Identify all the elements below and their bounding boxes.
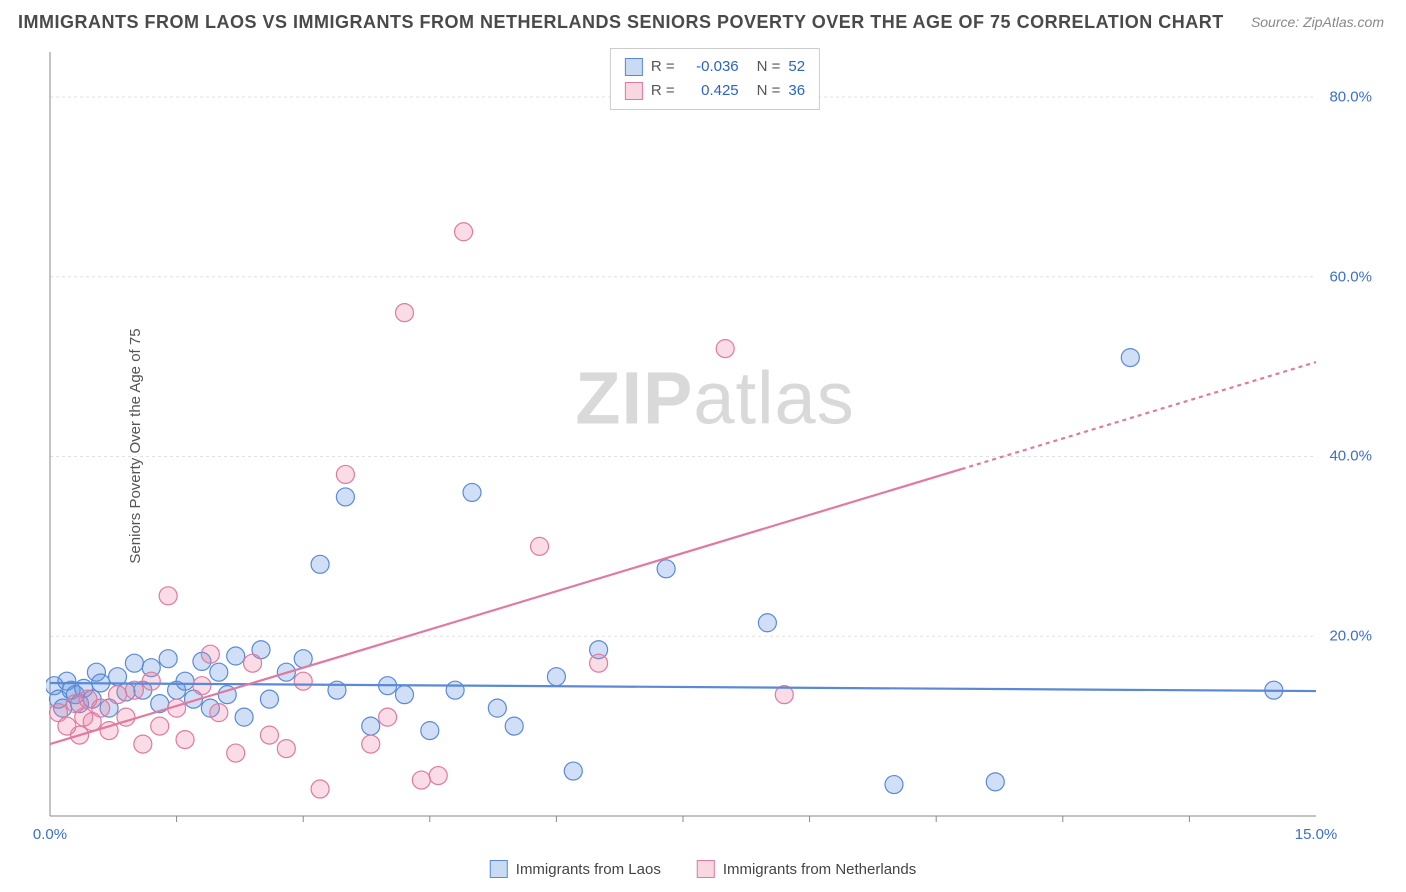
n-value: 36	[788, 79, 805, 103]
y-tick-label: 40.0%	[1329, 448, 1372, 465]
r-label: R =	[651, 55, 675, 79]
legend-swatch-icon	[490, 860, 508, 878]
scatter-point	[311, 555, 329, 573]
scatter-point	[379, 708, 397, 726]
scatter-point	[429, 767, 447, 785]
legend-swatch-icon	[625, 58, 643, 76]
r-value: -0.036	[683, 55, 739, 79]
scatter-point	[446, 681, 464, 699]
stats-legend-box: R = -0.036 N = 52 R = 0.425 N = 36	[610, 48, 820, 110]
scatter-point	[716, 340, 734, 358]
scatter-point	[336, 465, 354, 483]
scatter-point	[564, 762, 582, 780]
legend-swatch-icon	[625, 82, 643, 100]
scatter-point	[201, 645, 219, 663]
scatter-point	[210, 663, 228, 681]
trend-line	[50, 469, 962, 744]
y-tick-label: 20.0%	[1329, 628, 1372, 645]
scatter-point	[134, 735, 152, 753]
scatter-point	[395, 686, 413, 704]
scatter-point	[159, 587, 177, 605]
r-label: R =	[651, 79, 675, 103]
scatter-point	[193, 677, 211, 695]
scatter-point	[455, 223, 473, 241]
scatter-point	[159, 650, 177, 668]
scatter-point	[412, 771, 430, 789]
scatter-point	[92, 699, 110, 717]
stats-legend-row: R = 0.425 N = 36	[625, 79, 805, 103]
scatter-point	[885, 776, 903, 794]
scatter-point	[463, 483, 481, 501]
scatter-point	[235, 708, 253, 726]
scatter-point	[109, 686, 127, 704]
scatter-point	[531, 537, 549, 555]
scatter-point	[758, 614, 776, 632]
scatter-point	[227, 744, 245, 762]
scatter-point	[294, 672, 312, 690]
scatter-point	[336, 488, 354, 506]
scatter-point	[421, 722, 439, 740]
scatter-point	[488, 699, 506, 717]
scatter-point	[151, 717, 169, 735]
legend-swatch-icon	[697, 860, 715, 878]
scatter-point	[227, 647, 245, 665]
x-tick-label: 15.0%	[1295, 826, 1338, 843]
legend-item: Immigrants from Laos	[490, 860, 661, 878]
y-tick-label: 80.0%	[1329, 88, 1372, 105]
r-value: 0.425	[683, 79, 739, 103]
n-label: N =	[757, 55, 781, 79]
scatter-point	[547, 668, 565, 686]
scatter-point	[590, 654, 608, 672]
scatter-point	[210, 704, 228, 722]
scatter-point	[505, 717, 523, 735]
chart-container: Seniors Poverty Over the Age of 75 ZIPat…	[46, 48, 1384, 844]
scatter-point	[176, 672, 194, 690]
n-label: N =	[757, 79, 781, 103]
scatter-point	[125, 654, 143, 672]
scatter-point	[176, 731, 194, 749]
legend-label: Immigrants from Netherlands	[723, 861, 916, 878]
legend-item: Immigrants from Netherlands	[697, 860, 916, 878]
scatter-point	[986, 773, 1004, 791]
scatter-point	[244, 654, 262, 672]
x-tick-label: 0.0%	[33, 826, 67, 843]
series-legend: Immigrants from Laos Immigrants from Neth…	[490, 860, 916, 878]
scatter-point	[142, 672, 160, 690]
trend-line-dashed	[962, 362, 1316, 469]
source-attribution: Source: ZipAtlas.com	[1251, 14, 1384, 30]
scatter-point	[277, 740, 295, 758]
scatter-point	[260, 690, 278, 708]
scatter-plot	[46, 48, 1384, 844]
scatter-point	[260, 726, 278, 744]
scatter-point	[395, 304, 413, 322]
stats-legend-row: R = -0.036 N = 52	[625, 55, 805, 79]
scatter-point	[657, 560, 675, 578]
scatter-point	[1121, 349, 1139, 367]
y-tick-label: 60.0%	[1329, 268, 1372, 285]
n-value: 52	[788, 55, 805, 79]
legend-label: Immigrants from Laos	[516, 861, 661, 878]
scatter-point	[362, 735, 380, 753]
scatter-point	[311, 780, 329, 798]
scatter-point	[362, 717, 380, 735]
chart-title: IMMIGRANTS FROM LAOS VS IMMIGRANTS FROM …	[18, 12, 1224, 33]
